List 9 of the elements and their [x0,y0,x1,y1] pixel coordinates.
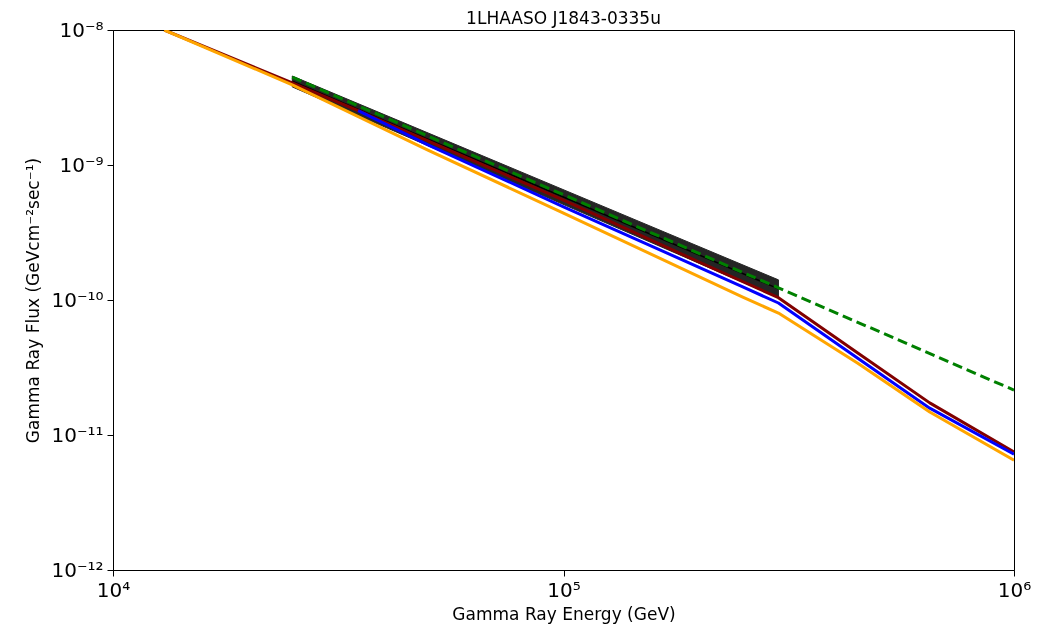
chart-title: 1LHAASO J1843-0335u [466,8,661,28]
y-tick-label: 10⁻¹⁰ [51,287,104,312]
y-axis-title: Gamma Ray Flux (GeVcm⁻²sec⁻¹) [23,157,44,444]
x-tick-label: 10⁵ [547,577,581,602]
y-tick-label: 10⁻⁹ [59,152,104,177]
y-tick-label: 10⁻⁸ [59,17,104,42]
x-tick-label: 10⁶ [997,577,1032,602]
y-tick-label: 10⁻¹¹ [51,422,104,447]
x-axis-title: Gamma Ray Energy (GeV) [452,603,676,624]
